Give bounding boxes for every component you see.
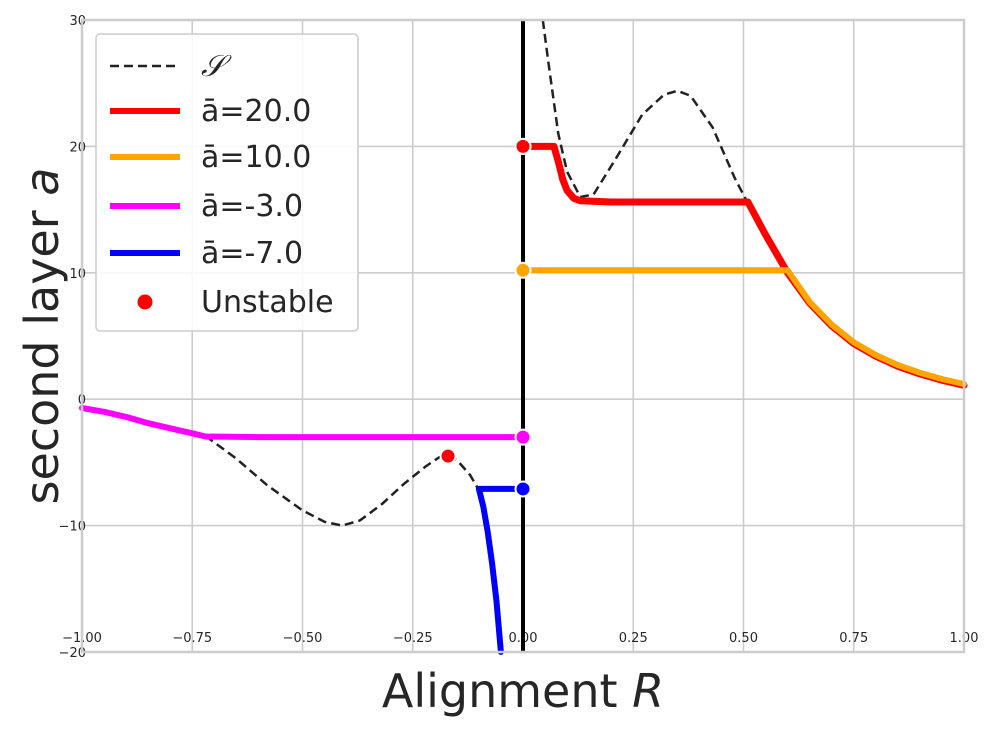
endpoint-marker: [514, 428, 532, 446]
series-line-s: [541, 19, 750, 204]
x-tick-label: 0.50: [729, 631, 758, 646]
y-tick-label: −20: [59, 646, 86, 661]
legend-label-a10: ā=10.0: [201, 140, 311, 175]
legend-label-am7: ā=-7.0: [201, 236, 303, 271]
endpoint-marker: [514, 261, 532, 279]
endpoint-marker: [514, 480, 532, 498]
y-tick-label: 10: [69, 267, 86, 282]
x-tick-label: −0.25: [393, 631, 433, 646]
x-tick-label: −0.50: [283, 631, 323, 646]
marker-layer: [439, 137, 532, 498]
legend-swatch-unstable: [137, 294, 153, 310]
legend-label-am3: ā=-3.0: [201, 189, 303, 224]
plot-frame: [80, 18, 966, 654]
y-tick-label: 30: [69, 14, 86, 29]
y-tick-label: 20: [69, 140, 86, 155]
y-tick-label: −10: [59, 520, 86, 535]
series-layer: [79, 19, 968, 655]
legend-label-unstable: Unstable: [201, 285, 334, 320]
unstable-point: [514, 137, 532, 155]
x-tick-label: 0.75: [839, 631, 868, 646]
series-line-am3: [79, 405, 526, 441]
unstable-point: [439, 447, 457, 465]
x-axis-label: Alignment R: [382, 664, 664, 718]
x-tick-label: −0.75: [172, 631, 212, 646]
x-ticks: −1.00−0.75−0.50−0.250.000.250.500.751.00: [62, 631, 978, 646]
legend-label-a20: ā=20.0: [201, 94, 311, 129]
y-axis-label: second layer a: [15, 168, 69, 505]
series-line-am7: [475, 485, 526, 655]
legend: 𝒮 ā=20.0 ā=10.0 ā=-3.0 ā=-7.0 Unstable: [95, 33, 359, 332]
series-line-a10: [520, 267, 967, 387]
x-tick-label: 0.25: [619, 631, 648, 646]
